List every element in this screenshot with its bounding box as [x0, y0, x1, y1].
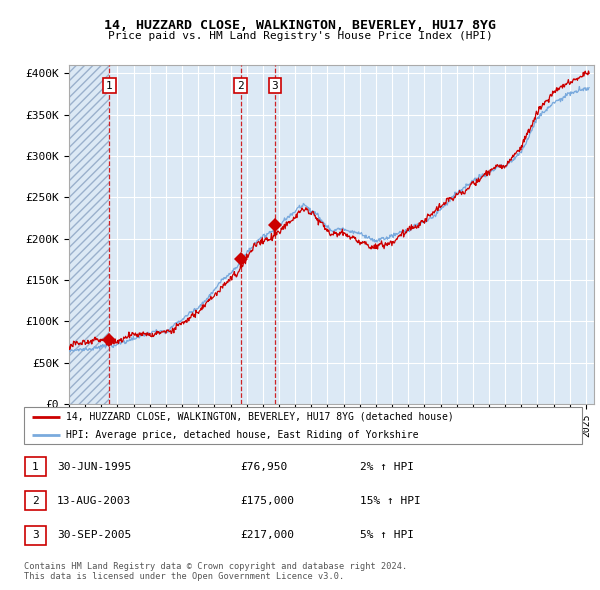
- Text: 1: 1: [106, 81, 113, 91]
- FancyBboxPatch shape: [25, 526, 46, 545]
- Text: 14, HUZZARD CLOSE, WALKINGTON, BEVERLEY, HU17 8YG (detached house): 14, HUZZARD CLOSE, WALKINGTON, BEVERLEY,…: [66, 412, 454, 422]
- Text: £76,950: £76,950: [240, 462, 287, 471]
- FancyBboxPatch shape: [25, 491, 46, 510]
- Text: 15% ↑ HPI: 15% ↑ HPI: [360, 496, 421, 506]
- Text: Price paid vs. HM Land Registry's House Price Index (HPI): Price paid vs. HM Land Registry's House …: [107, 31, 493, 41]
- Text: 14, HUZZARD CLOSE, WALKINGTON, BEVERLEY, HU17 8YG: 14, HUZZARD CLOSE, WALKINGTON, BEVERLEY,…: [104, 19, 496, 32]
- Text: 2: 2: [237, 81, 244, 91]
- Text: 13-AUG-2003: 13-AUG-2003: [57, 496, 131, 506]
- Text: HPI: Average price, detached house, East Riding of Yorkshire: HPI: Average price, detached house, East…: [66, 430, 418, 440]
- Text: Contains HM Land Registry data © Crown copyright and database right 2024.
This d: Contains HM Land Registry data © Crown c…: [24, 562, 407, 581]
- Text: 30-SEP-2005: 30-SEP-2005: [57, 530, 131, 540]
- Bar: [69, 65, 109, 404]
- Text: 1: 1: [32, 462, 39, 471]
- Text: 3: 3: [272, 81, 278, 91]
- Text: 30-JUN-1995: 30-JUN-1995: [57, 462, 131, 471]
- FancyBboxPatch shape: [25, 457, 46, 476]
- FancyBboxPatch shape: [24, 407, 582, 444]
- Text: £217,000: £217,000: [240, 530, 294, 540]
- Text: 3: 3: [32, 530, 39, 540]
- Text: 2% ↑ HPI: 2% ↑ HPI: [360, 462, 414, 471]
- Text: 5% ↑ HPI: 5% ↑ HPI: [360, 530, 414, 540]
- Text: 2: 2: [32, 496, 39, 506]
- Text: £175,000: £175,000: [240, 496, 294, 506]
